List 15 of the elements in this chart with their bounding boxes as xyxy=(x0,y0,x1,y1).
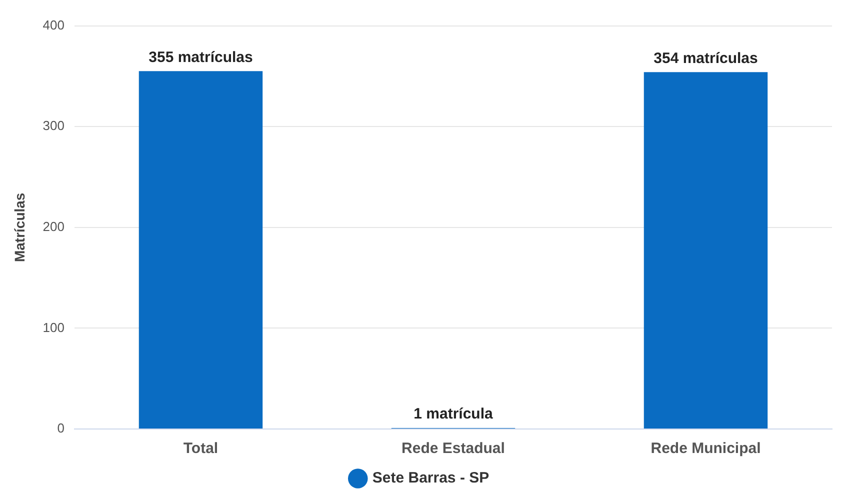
bar xyxy=(644,72,768,428)
y-tick-label: 300 xyxy=(42,118,64,134)
y-tick-label: 200 xyxy=(42,218,64,234)
y-axis-title: Matrículas xyxy=(11,192,28,262)
x-tick-label: Rede Municipal xyxy=(650,440,761,458)
x-tick-label: Total xyxy=(183,440,218,458)
data-label: 1 matrícula xyxy=(414,406,494,423)
y-tick-label: 0 xyxy=(57,420,64,436)
data-label: 355 matrículas xyxy=(148,48,253,66)
data-label: 354 matrículas xyxy=(654,50,758,67)
legend-label: Sete Barras - SP xyxy=(372,470,490,487)
x-tick-label: Rede Estadual xyxy=(402,440,505,458)
y-tick-label: 400 xyxy=(42,17,64,32)
y-tick-label: 100 xyxy=(42,320,64,335)
bar xyxy=(138,71,263,428)
